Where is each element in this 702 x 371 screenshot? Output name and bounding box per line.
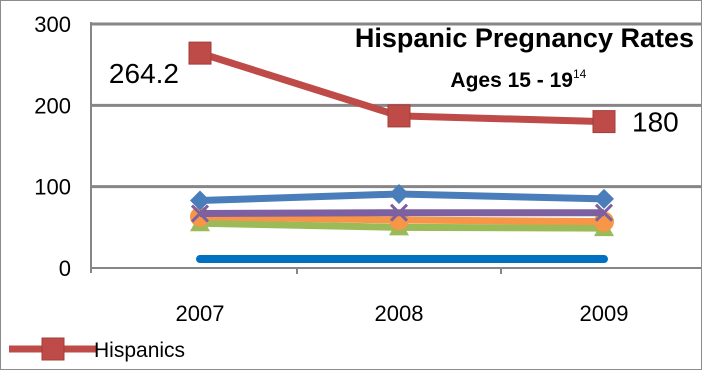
data-point: [190, 190, 210, 211]
y-tick-label: 100: [34, 175, 71, 200]
data-point: [389, 203, 409, 222]
y-tick-label: 200: [34, 93, 71, 118]
data-point: [188, 41, 212, 65]
chart-subtitle-superscript: 14: [573, 67, 587, 81]
data-label: 180: [632, 107, 679, 138]
legend-label: Hispanics: [94, 339, 185, 362]
data-point: [594, 203, 614, 222]
series-line: [199, 209, 604, 218]
chart-title: Hispanic Pregnancy Rates: [355, 23, 694, 53]
legend: Hispanics: [9, 337, 185, 362]
series-layer: [188, 41, 616, 264]
y-tick-label: 0: [59, 256, 71, 281]
x-tick-label: 2009: [580, 301, 629, 326]
data-point: [389, 183, 409, 204]
y-tick-label: 300: [34, 12, 71, 37]
x-tick-label: 2008: [375, 301, 424, 326]
axes: 0 100 200 300 2007 2008 2009: [34, 12, 701, 326]
data-point: [592, 110, 616, 134]
data-point: [41, 337, 65, 361]
data-point: [387, 104, 411, 128]
chart-subtitle: Ages 15 - 19: [450, 69, 573, 92]
data-labels: 264.2 180: [109, 58, 679, 137]
data-point: [190, 204, 210, 223]
data-point: [594, 188, 614, 209]
data-label: 264.2: [109, 58, 179, 89]
x-tick-label: 2007: [176, 301, 225, 326]
